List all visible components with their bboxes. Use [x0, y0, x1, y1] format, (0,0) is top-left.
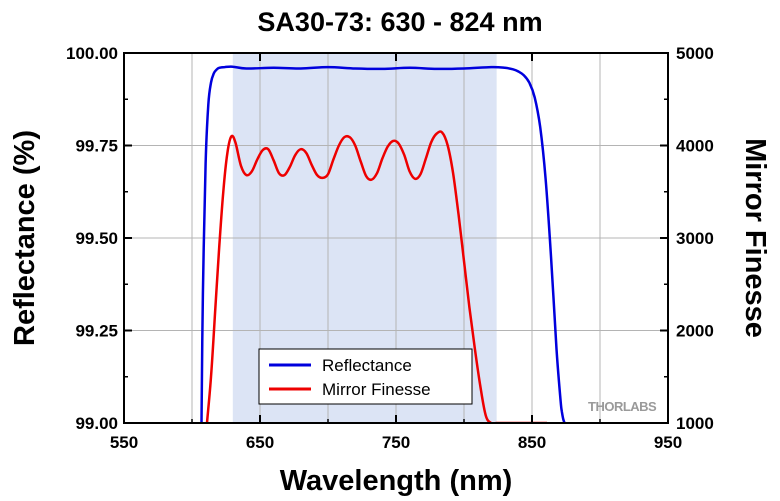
- legend: Reflectance Mirror Finesse: [258, 348, 473, 405]
- chart-title: SA30-73: 630 - 824 nm: [257, 7, 542, 37]
- x-tick-label: 750: [382, 433, 410, 452]
- y2-tick-label: 5000: [676, 44, 714, 63]
- tick-labels-layer: 550 650 750 850 950 99.00 99.25 99.50 99.75 100.0…: [66, 44, 714, 452]
- legend-label-mirror-finesse: Mirror Finesse: [322, 380, 431, 399]
- series-line-mirror-finesse: [205, 130, 547, 423]
- series-line-reflectance: [200, 65, 566, 423]
- x-axis-title: Wavelength (nm): [280, 465, 513, 497]
- y-axis-title: Reflectance (%): [9, 130, 41, 346]
- x-tick-label: 950: [654, 433, 682, 452]
- legend-label-reflectance: Reflectance: [322, 356, 412, 375]
- y-tick-label: 100.00: [66, 44, 118, 63]
- thorlabs-logo: THORLABS: [588, 399, 657, 414]
- ticks-layer: [123, 52, 669, 424]
- y-tick-label: 99.00: [75, 414, 118, 433]
- x-tick-label: 850: [518, 433, 546, 452]
- y2-axis-title: Mirror Finesse: [739, 138, 771, 338]
- y2-tick-label: 4000: [676, 137, 714, 156]
- y-tick-label: 99.50: [75, 229, 118, 248]
- legend-box: [258, 348, 473, 405]
- y2-tick-label: 1000: [676, 414, 714, 433]
- y2-tick-label: 3000: [676, 229, 714, 248]
- x-tick-label: 650: [246, 433, 274, 452]
- y2-tick-label: 2000: [676, 322, 714, 341]
- series-layer: [200, 65, 566, 423]
- y-tick-label: 99.75: [75, 137, 118, 156]
- y-tick-label: 99.25: [75, 322, 118, 341]
- x-tick-label: 550: [110, 433, 138, 452]
